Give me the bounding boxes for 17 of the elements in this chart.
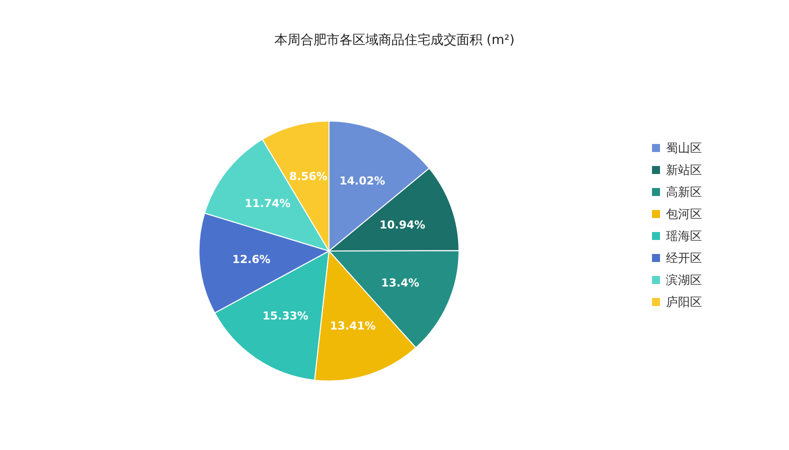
data-label: 12.6% <box>232 252 270 266</box>
legend-label: 瑶海区 <box>666 229 702 243</box>
legend-label: 滨湖区 <box>666 273 702 287</box>
data-label: 13.4% <box>381 276 420 290</box>
data-label: 15.33% <box>262 310 308 323</box>
data-label: 8.56% <box>289 170 328 183</box>
legend-label: 高新区 <box>666 185 702 199</box>
legend-label: 蜀山区 <box>666 141 702 155</box>
legend-label: 经开区 <box>666 251 702 265</box>
data-label: 13.41% <box>330 319 376 332</box>
legend-label: 包河区 <box>666 207 702 221</box>
data-label: 11.74% <box>244 196 290 210</box>
chart-title: 本周合肥市各区域商品住宅成交面积 (m²) <box>274 32 515 48</box>
legend-label: 新站区 <box>666 163 702 177</box>
data-label: 10.94% <box>379 218 426 232</box>
data-label: 14.02% <box>339 174 386 188</box>
legend-label: 庐阳区 <box>666 295 702 309</box>
